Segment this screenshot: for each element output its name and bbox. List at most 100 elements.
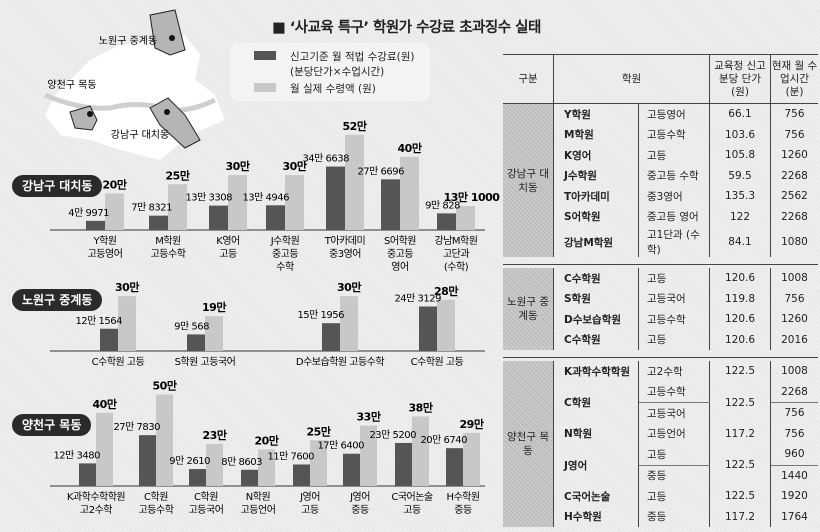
unit-price: 117.2 xyxy=(709,423,771,444)
monthly-minutes: 1260 xyxy=(781,149,808,162)
category-label: H수학원 xyxy=(446,491,479,503)
academy-name: K과학수학학원 xyxy=(553,361,639,382)
monthly-minutes: 960 xyxy=(770,444,818,466)
legend-label-legal: 신고기준 월 적법 수강료(원) (분당단가×수업시간) xyxy=(290,51,415,78)
label-legal-fee: 27만 6696 xyxy=(357,165,404,177)
seoul-map: 노원구 중계동 양천구 목동 강남구 대치동 xyxy=(44,9,225,160)
header-group: 구분 xyxy=(503,54,554,104)
map-label-nowon: 노원구 중계동 xyxy=(99,35,157,47)
category-label: 영어 xyxy=(391,261,408,273)
bar-legal-fee xyxy=(395,442,412,486)
bar-actual-fee xyxy=(412,416,429,486)
category-label: 고등 xyxy=(403,504,421,516)
district-nowon xyxy=(149,9,186,56)
label-actual-fee: 50만 xyxy=(153,379,177,393)
academy-name: 강남M학원 xyxy=(553,227,639,257)
category-label: T아카데미 xyxy=(324,235,365,247)
map-label-yangcheon: 양천구 목동 xyxy=(47,79,96,91)
label-legal-fee: 11만 7600 xyxy=(267,450,314,462)
monthly-minutes: 1260 xyxy=(781,313,808,326)
subject: 중고등 영어 xyxy=(638,206,710,227)
monthly-minutes: 1764 xyxy=(781,510,808,523)
label-legal-fee: 4만 9971 xyxy=(68,207,109,219)
monthly-minutes: 1008 xyxy=(781,365,808,378)
label-legal-fee: 27만 7830 xyxy=(113,421,160,433)
bar-actual-fee xyxy=(463,432,480,486)
header-academy: 학원 xyxy=(553,54,710,104)
label-actual-fee: 30만 xyxy=(337,280,361,294)
subject: 중등 xyxy=(638,465,710,486)
academy-name: D수보습학원 xyxy=(553,309,639,330)
section-badge-nowon: 노원구 중계동 xyxy=(12,289,103,311)
category-label: 중고등 xyxy=(272,248,298,260)
subject: 고등 xyxy=(638,486,710,507)
bar-legal-fee xyxy=(139,435,156,486)
unit-price: 66.1 xyxy=(709,103,771,125)
category-label: 고등수학 xyxy=(139,504,174,516)
bar-legal-fee xyxy=(100,328,118,351)
label-actual-fee: 20만 xyxy=(255,433,279,447)
table-row: C수학원 고등 120.6 2016 xyxy=(503,329,818,350)
label-legal-fee: 7만 8321 xyxy=(131,202,172,214)
academy-name: J수학원 xyxy=(553,165,639,186)
monthly-minutes: 2268 xyxy=(781,169,808,182)
subject: 고등국어 xyxy=(638,402,710,424)
table-row: M학원 고등수학 103.6 756 xyxy=(503,124,818,145)
label-actual-fee: 19만 xyxy=(202,300,226,314)
table-row: H수학원 중등 117.2 1764 xyxy=(503,506,818,527)
han-river xyxy=(44,92,217,113)
subject: 고등 xyxy=(638,268,710,289)
bar-legal-fee xyxy=(326,166,345,230)
category-label: 중등 xyxy=(454,504,472,516)
subject: 고1단과 (수학) xyxy=(638,227,710,257)
bar-actual-fee xyxy=(96,412,113,486)
academy-name: S어학원 xyxy=(553,206,639,227)
bar-charts: 노원구 중계동 양천구 목동 강남구 대치동 4만 997120만Y학원고등영어… xyxy=(44,9,500,516)
category-label: 고등언어 xyxy=(241,504,276,516)
legend-item-actual: 월 실제 수령액 (원) xyxy=(254,81,376,96)
section-badge-gangnam: 강남구 대치동 xyxy=(12,175,103,197)
unit-price: 120.6 xyxy=(709,268,771,289)
bar-legal-fee xyxy=(343,453,360,486)
monthly-minutes: 756 xyxy=(784,108,805,121)
table-row: 강남구 대치동 Y학원 고등영어 66.1 756 xyxy=(503,103,818,257)
label-legal-fee: 34만 6638 xyxy=(302,153,349,165)
subject: 중3영어 xyxy=(638,186,710,207)
category-label: 중등 xyxy=(351,504,369,516)
group-cell: 양천구 목동 xyxy=(503,361,554,527)
monthly-minutes: 756 xyxy=(784,128,805,141)
table-row: 고등국어 756 xyxy=(503,402,818,424)
category-label: S학원 고등국어 xyxy=(175,356,236,368)
table-row: J수학원 중고등 수학 59.5 2268 xyxy=(503,165,818,186)
unit-price: 103.6 xyxy=(709,124,771,145)
table-row: D수보습학원 고등수학 120.6 1260 xyxy=(503,309,818,330)
unit-price: 122 xyxy=(709,206,771,227)
monthly-minutes: 1920 xyxy=(781,490,808,503)
category-label: J수학원 xyxy=(270,235,300,247)
bar-actual-fee xyxy=(156,394,173,486)
subject: 고등언어 xyxy=(638,423,710,444)
academy-name: C수학원 xyxy=(553,268,639,289)
label-legal-fee: 9만 828 xyxy=(425,199,460,211)
unit-price: 120.6 xyxy=(709,329,771,350)
bar-actual-fee xyxy=(228,175,247,230)
monthly-minutes: 1008 xyxy=(781,272,808,285)
unit-price: 122.5 xyxy=(709,381,771,424)
bar-actual-fee xyxy=(360,425,377,486)
category-label: 중고등 xyxy=(387,248,413,260)
monthly-minutes: 2562 xyxy=(781,190,808,203)
label-legal-fee: 9만 568 xyxy=(174,320,209,332)
academy-name: S학원 xyxy=(553,288,639,309)
bar-actual-fee xyxy=(400,156,419,230)
label-legal-fee: 12만 3480 xyxy=(53,449,100,461)
academy-name: C학원 xyxy=(553,381,639,424)
fee-table: 구분 학원 교육청 신고 분당 단가 (원) 현재 월 수업시간 (분) 강남구… xyxy=(503,54,818,527)
header-price: 교육청 신고 분당 단가 (원) xyxy=(709,54,771,104)
unit-price: 135.3 xyxy=(709,186,771,207)
table-row: T아카데미 중3영어 135.3 2562 xyxy=(503,186,818,207)
academy-name: C수학원 xyxy=(553,329,639,350)
unit-price: 105.8 xyxy=(709,145,771,166)
label-actual-fee: 30만 xyxy=(115,280,139,294)
bar-legal-fee xyxy=(446,448,463,486)
subject: 중등 xyxy=(638,506,710,527)
